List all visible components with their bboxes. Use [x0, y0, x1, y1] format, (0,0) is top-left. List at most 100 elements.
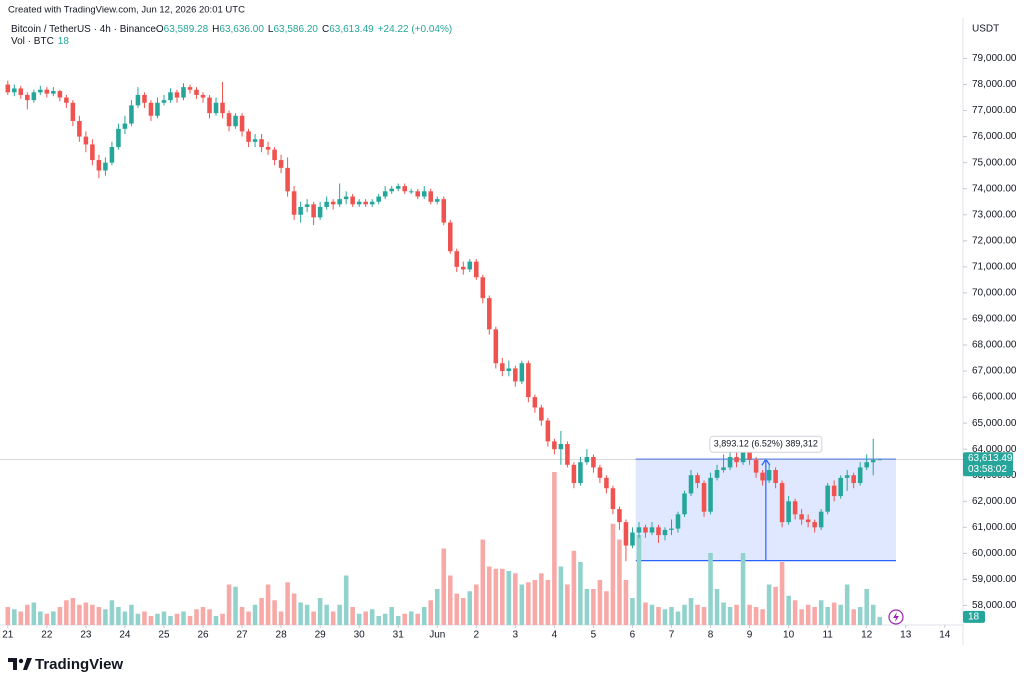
candle-body	[38, 89, 43, 93]
y-tick-label: 68,000.00	[972, 340, 1017, 351]
ohlc: O63,589.28 H63,636.00 L63,586.20 C63,613.49…	[156, 24, 452, 35]
x-tick-label: 25	[158, 630, 170, 641]
candle-body	[474, 261, 479, 278]
y-tick-label: 61,000.00	[972, 522, 1017, 533]
candle-body	[395, 186, 401, 189]
candle-body	[604, 477, 609, 489]
volume-bar	[877, 616, 882, 625]
y-tick-label: 60,000.00	[972, 548, 1017, 559]
candle-body	[799, 514, 804, 520]
candle-body	[382, 191, 388, 197]
volume-bar	[330, 611, 336, 625]
candle-body	[83, 136, 89, 145]
candle-body	[213, 102, 219, 114]
currency: USDT	[972, 24, 999, 35]
y-tick-label: 62,000.00	[972, 496, 1017, 507]
candle-body	[708, 477, 713, 512]
volume-bar	[597, 580, 603, 625]
volume-bar	[864, 589, 869, 625]
volume-bar	[77, 604, 82, 625]
y-tick-label: 73,000.00	[972, 209, 1017, 220]
candle-body	[408, 191, 414, 193]
candle-body	[506, 368, 512, 372]
candle-body	[135, 94, 141, 106]
volume-bar	[161, 611, 167, 625]
volume-bar	[467, 591, 473, 625]
x-tick-label: 5	[591, 630, 597, 641]
volume-bar	[578, 562, 583, 625]
volume-bar	[356, 613, 362, 625]
plot: 3,893.12 (6.52%) 389,312	[0, 80, 963, 625]
volume-bar	[402, 613, 407, 625]
candle-body	[805, 519, 811, 523]
volume-bar	[12, 609, 17, 625]
candle-body	[278, 160, 284, 168]
volume-bar	[786, 595, 791, 625]
x-tick-label: 12	[861, 630, 873, 641]
y-tick-label: 75,000.00	[972, 157, 1017, 168]
volume-bar	[552, 472, 557, 625]
volume-bar	[571, 550, 577, 625]
y-tick-label: 66,000.00	[972, 392, 1017, 403]
candle-body	[96, 160, 102, 171]
brand: TradingView	[35, 656, 123, 673]
volume-bar	[142, 611, 147, 625]
ohlc-value: 63,636.00	[219, 24, 264, 35]
volume-bar	[155, 613, 160, 625]
candle-body	[649, 527, 655, 533]
symbol-name: Bitcoin / TetherUS · 4h · Binance	[11, 24, 156, 35]
candle-body	[747, 451, 752, 460]
volume-bar	[272, 600, 277, 625]
candle-body	[109, 147, 115, 163]
volume-bar	[408, 611, 414, 625]
volume-bar	[857, 607, 863, 625]
brand-logo: TradingView	[8, 656, 123, 673]
volume-bar	[83, 602, 89, 625]
candle-body	[122, 123, 128, 129]
candle-body	[285, 167, 290, 192]
volume-bar	[630, 598, 635, 625]
volume-bar	[506, 571, 512, 625]
volume-bar	[259, 598, 264, 625]
candle-body	[721, 467, 726, 471]
candle-body	[330, 201, 336, 205]
candle-body	[552, 441, 557, 450]
volume-bar	[434, 589, 440, 625]
logo-mark	[8, 658, 17, 670]
volume-bar	[747, 604, 752, 625]
volume-bar	[558, 566, 564, 625]
volume-bar	[350, 607, 355, 625]
volume-bar	[714, 589, 720, 625]
x-tick-label: 4	[552, 630, 558, 641]
volume-bar	[168, 616, 173, 625]
candle-body	[129, 105, 134, 124]
y-tick-label: 64,000.00	[972, 444, 1017, 455]
volume-bar	[363, 611, 368, 625]
ohlc-key: H	[212, 24, 219, 35]
candle-body	[103, 162, 108, 171]
volume-bar	[584, 589, 590, 625]
candle-body	[441, 199, 447, 223]
candle-body	[252, 139, 258, 142]
volume-bar	[194, 609, 199, 625]
volume-bar	[649, 604, 655, 625]
volume-bar	[376, 616, 381, 625]
candle-body	[337, 199, 342, 205]
candle-body	[584, 456, 590, 463]
volume-bar	[317, 598, 323, 625]
volume-bar	[454, 593, 460, 625]
volume-bar	[265, 584, 271, 625]
volume-bar	[239, 607, 245, 625]
volume-bar	[662, 609, 668, 625]
ohlc-key: C	[322, 24, 329, 35]
logo-dot	[18, 658, 24, 664]
volume-bar	[421, 607, 427, 625]
candle-body	[864, 462, 869, 468]
y-tick-label: 72,000.00	[972, 235, 1017, 246]
x-tick-label: 6	[630, 630, 636, 641]
y-tick-label: 70,000.00	[972, 288, 1017, 299]
candle-body	[25, 94, 30, 101]
candle-body	[519, 363, 525, 382]
volume-bar	[487, 566, 492, 625]
axes: 58,000.00 59,000.00 60,000.00 61,000.00 62,0…	[2, 53, 1017, 641]
